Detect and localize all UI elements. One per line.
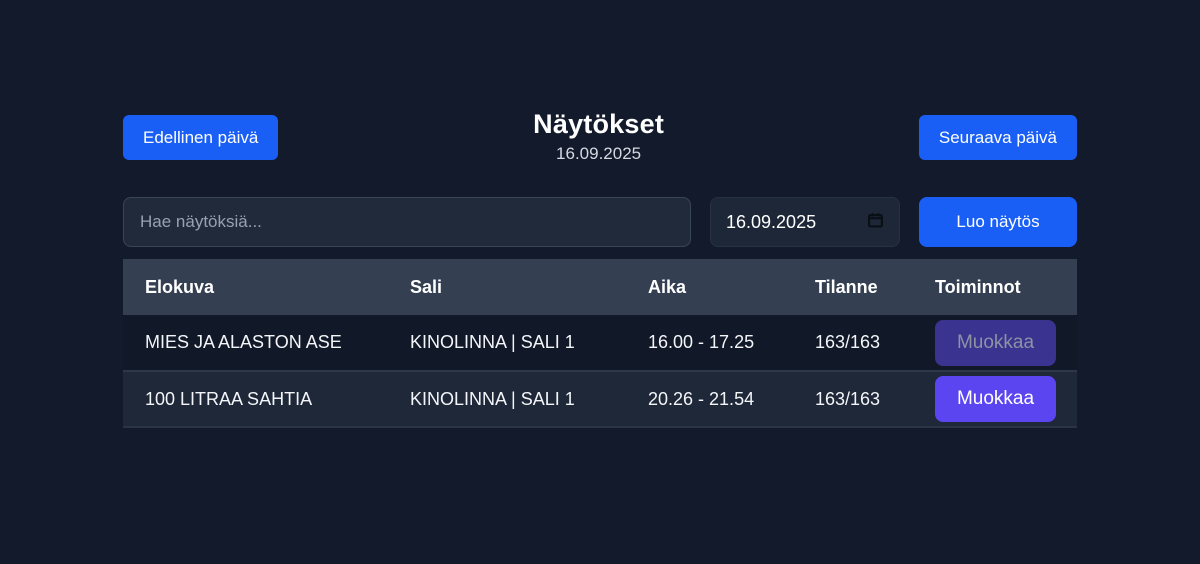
actions-cell: Muokkaa — [935, 315, 1077, 371]
calendar-icon[interactable] — [867, 211, 884, 234]
time-cell: 20.26 - 21.54 — [648, 388, 755, 409]
current-date-label: 16.09.2025 — [556, 144, 642, 163]
table-row: 100 LITRAA SAHTIA KINOLINNA | SALI 1 20.… — [123, 371, 1077, 427]
status-cell: 163/163 — [815, 388, 881, 409]
date-input-value: 16.09.2025 — [726, 211, 817, 232]
title-block: Näytökset 16.09.2025 — [533, 109, 664, 164]
create-show-button[interactable]: Luo näytös — [919, 197, 1077, 247]
column-header-movie: Elokuva — [123, 259, 410, 315]
date-input[interactable]: 16.09.2025 — [710, 197, 900, 247]
hall-cell: KINOLINNA | SALI 1 — [410, 388, 575, 409]
previous-day-button[interactable]: Edellinen päivä — [123, 115, 279, 160]
next-day-button[interactable]: Seuraava päivä — [918, 115, 1077, 160]
toolbar: 16.09.2025 Luo näytös — [123, 197, 1077, 247]
status-cell: 163/163 — [815, 332, 881, 352]
page-container: Edellinen päivä Näytökset 16.09.2025 Seu… — [123, 0, 1077, 428]
column-header-status: Tilanne — [815, 259, 935, 315]
column-header-hall: Sali — [410, 259, 648, 315]
column-header-time: Aika — [648, 259, 815, 315]
movie-cell: MIES JA ALASTON ASE — [145, 332, 342, 352]
hall-cell: KINOLINNA | SALI 1 — [410, 332, 575, 352]
table-header: Elokuva Sali Aika Tilanne Toiminnot — [123, 259, 1077, 315]
time-cell: 16.00 - 17.25 — [648, 332, 755, 352]
shows-table: Elokuva Sali Aika Tilanne Toiminnot MIES… — [123, 259, 1077, 428]
column-header-actions: Toiminnot — [935, 259, 1077, 315]
edit-button[interactable]: Muokkaa — [935, 376, 1056, 422]
search-input[interactable] — [123, 197, 691, 247]
edit-button[interactable]: Muokkaa — [935, 319, 1056, 366]
movie-cell: 100 LITRAA SAHTIA — [145, 388, 313, 409]
actions-cell: Muokkaa — [935, 371, 1077, 427]
header-row: Edellinen päivä Näytökset 16.09.2025 Seu… — [123, 109, 1077, 164]
table-row: MIES JA ALASTON ASE KINOLINNA | SALI 1 1… — [123, 315, 1077, 371]
page-title: Näytökset — [533, 109, 665, 139]
